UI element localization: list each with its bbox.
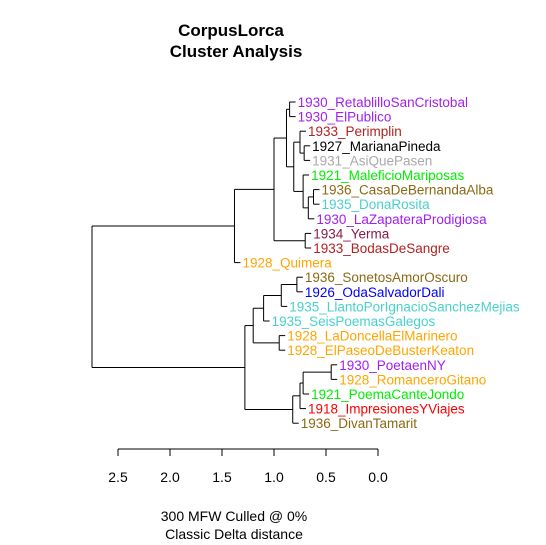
leaf-labels: 1930_RetablilloSanCristobal1930_ElPublic…: [242, 95, 519, 431]
leaf-label: 1928_Quimera: [242, 256, 332, 271]
leaf-label: 1928_RomanceroGitano: [339, 372, 486, 387]
chart-title-line-1: CorpusLorca: [178, 21, 284, 40]
leaf-label: 1930_PoetaenNY: [339, 358, 446, 373]
leaf-label: 1930_LaZapateraProdigiosa: [316, 212, 487, 227]
chart-title-line-2: Cluster Analysis: [170, 42, 303, 61]
leaf-label: 1931_AsiQuePasen: [312, 153, 432, 168]
leaf-label: 1935_DonaRosita: [322, 197, 431, 212]
leaf-label: 1927_MarianaPineda: [312, 139, 441, 154]
leaf-label: 1935_SeisPoemasGalegos: [272, 314, 436, 329]
leaf-label: 1928_LaDoncellaElMarinero: [287, 329, 457, 344]
leaf-label: 1928_ElPaseoDeBusterKeaton: [287, 343, 474, 358]
x-axis-tick-label: 2.5: [108, 469, 128, 485]
subtitle-line-2: Classic Delta distance: [165, 526, 303, 542]
leaf-label: 1935_LlantoPorIgnacioSanchezMejias: [289, 299, 520, 314]
x-axis-tick-label: 2.0: [160, 469, 180, 485]
leaf-label: 1936_SonetosAmorOscuro: [305, 270, 468, 285]
leaf-label: 1934_Yerma: [313, 226, 390, 241]
leaf-label: 1926_OdaSalvadorDali: [305, 285, 445, 300]
leaf-label: 1921_PoemaCanteJondo: [311, 387, 464, 402]
leaf-label: 1921_MaleficioMariposas: [311, 168, 464, 183]
dendrogram-tree: [91, 101, 338, 424]
leaf-label: 1933_Perimplin: [308, 124, 402, 139]
leaf-label: 1930_ElPublico: [298, 110, 392, 125]
x-axis-tick-label: 1.5: [212, 469, 232, 485]
x-axis: 2.5 2.0 1.5 1.0 0.5 0.0: [108, 448, 388, 485]
leaf-label: 1936_CasaDeBernandaAlba: [322, 183, 494, 198]
leaf-label: 1918_ImpresionesYViajes: [308, 402, 465, 417]
x-axis-tick-label: 1.0: [264, 469, 284, 485]
x-axis-tick-label: 0.0: [368, 469, 388, 485]
subtitle-line-1: 300 MFW Culled @ 0%: [161, 508, 307, 524]
x-axis-tick-label: 0.5: [316, 469, 336, 485]
leaf-label: 1936_DivanTamarit: [301, 416, 418, 431]
leaf-label: 1930_RetablilloSanCristobal: [298, 95, 468, 110]
leaf-label: 1933_BodasDeSangre: [313, 241, 450, 256]
